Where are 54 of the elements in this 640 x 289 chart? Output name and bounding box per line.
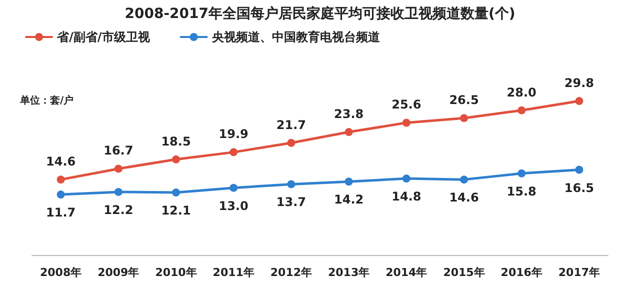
point bbox=[575, 166, 584, 174]
legend-label: 省/副省/市级卫视 bbox=[56, 30, 151, 44]
x-tick-label: 2009年 bbox=[98, 266, 140, 279]
point bbox=[344, 178, 353, 186]
chart-title: 2008-2017年全国每户居民家庭平均可接收卫视频道数量(个) bbox=[124, 5, 516, 22]
data-label: 13.0 bbox=[218, 198, 248, 213]
point bbox=[518, 169, 526, 178]
x-tick-label: 2014年 bbox=[386, 266, 428, 279]
data-label: 28.0 bbox=[506, 85, 536, 100]
point bbox=[230, 148, 238, 156]
point bbox=[172, 188, 180, 196]
x-tick-label: 2015年 bbox=[443, 266, 485, 279]
point bbox=[114, 164, 122, 173]
x-tick-label: 2017年 bbox=[558, 266, 600, 279]
data-label: 14.8 bbox=[392, 190, 422, 204]
data-label: 16.7 bbox=[104, 144, 134, 158]
data-label: 11.7 bbox=[46, 206, 76, 220]
point bbox=[518, 106, 526, 114]
x-tick-label: 2013年 bbox=[328, 266, 370, 279]
point bbox=[287, 180, 296, 188]
point bbox=[56, 176, 65, 184]
x-tick-label: 2012年 bbox=[270, 266, 312, 279]
data-label: 12.2 bbox=[104, 202, 134, 217]
x-tick-label: 2016年 bbox=[500, 266, 542, 279]
data-label: 25.6 bbox=[392, 98, 422, 112]
point bbox=[402, 118, 410, 127]
point bbox=[287, 138, 296, 147]
data-label: 26.5 bbox=[449, 93, 479, 108]
data-label: 19.9 bbox=[218, 127, 248, 142]
data-label: 21.7 bbox=[276, 118, 306, 132]
point bbox=[172, 155, 180, 164]
data-label: 14.6 bbox=[449, 190, 479, 205]
point bbox=[230, 184, 238, 192]
point bbox=[460, 114, 468, 122]
data-label: 15.8 bbox=[506, 184, 536, 198]
data-label: 13.7 bbox=[276, 195, 306, 210]
data-label: 18.5 bbox=[161, 134, 191, 148]
data-label: 29.8 bbox=[564, 76, 594, 90]
x-tick-label: 2008年 bbox=[40, 266, 82, 279]
data-label: 12.1 bbox=[161, 203, 191, 218]
point bbox=[402, 174, 410, 183]
data-label: 14.6 bbox=[46, 154, 76, 169]
point bbox=[114, 188, 122, 196]
point bbox=[460, 176, 468, 184]
x-tick-label: 2010年 bbox=[155, 266, 197, 279]
x-tick-label: 2011年 bbox=[212, 266, 254, 279]
data-label: 16.5 bbox=[564, 180, 594, 195]
point bbox=[575, 97, 584, 106]
point bbox=[344, 128, 353, 136]
data-label: 14.2 bbox=[334, 192, 364, 207]
legend-label: 央视频道、中国教育电视台频道 bbox=[212, 30, 381, 44]
point bbox=[56, 190, 65, 199]
data-label: 23.8 bbox=[334, 107, 364, 122]
annotation: 单位：套/户 bbox=[19, 94, 74, 106]
